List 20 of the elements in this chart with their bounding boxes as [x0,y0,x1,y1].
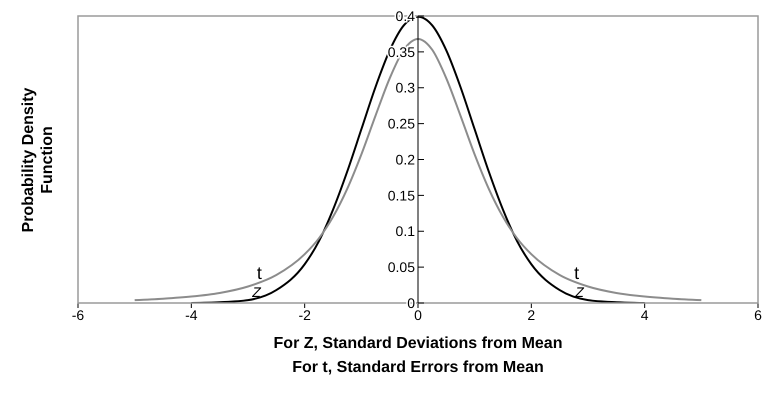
y-tick-label: 0.05 [388,259,416,276]
x-axis-title: For Z, Standard Deviations from Mean For t, Standard Errors from Mean [272,334,564,378]
x-tick-label: 4 [640,306,649,323]
series-label: Z [251,284,262,300]
text: t [256,262,262,283]
x-tick-label: -2 [298,306,312,323]
x-tick-label: 2 [527,306,536,323]
y-tick-label: 0.15 [388,187,416,204]
series-label: t [574,262,580,283]
y-tick-label: 0 [407,294,416,311]
x-tick-label: -6 [72,306,84,323]
x-tick-label: -4 [185,306,198,323]
y-tick-label: 0.4 [396,8,416,24]
y-tick-label: 0.25 [388,116,416,132]
text: Z [575,284,584,300]
y-tick-label: 0.2 [396,151,416,168]
y-tick-label: 0.3 [396,80,416,96]
x-tick-label: 6 [754,306,762,323]
y-tick-label: 0.1 [396,223,416,240]
y-axis-title: Probability Density Function [19,87,57,232]
